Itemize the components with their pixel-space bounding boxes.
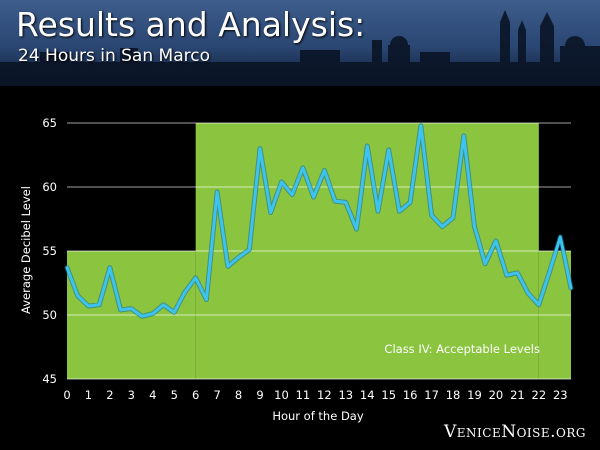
brand-watermark: VeniceNoise.org: [443, 422, 586, 442]
slide-title: Results and Analysis:: [16, 5, 366, 44]
slide-subtitle: 24 Hours in San Marco: [18, 46, 210, 66]
x-tick-label: 13: [338, 388, 353, 402]
y-tick-label: 50: [42, 308, 57, 322]
x-tick-label: 3: [128, 388, 135, 402]
x-tick-label: 17: [424, 388, 439, 402]
x-tick-label: 21: [510, 388, 525, 402]
x-axis-label: Hour of the Day: [272, 409, 364, 423]
title-banner: Results and Analysis: 24 Hours in San Ma…: [0, 0, 600, 86]
y-tick-label: 65: [42, 116, 57, 130]
x-tick-label: 4: [149, 388, 156, 402]
x-tick-label: 23: [553, 388, 568, 402]
x-tick-label: 19: [467, 388, 482, 402]
x-tick-label: 8: [235, 388, 242, 402]
x-tick-label: 14: [360, 388, 375, 402]
series-line-path: [65, 124, 573, 318]
x-tick-label: 0: [63, 388, 70, 402]
y-tick-labels: 45 50 55 60 65: [42, 116, 57, 386]
x-tick-label: 1: [85, 388, 92, 402]
series-line: [64, 123, 574, 319]
band-label: Class IV: Acceptable Levels: [384, 342, 540, 356]
x-tick-label: 5: [171, 388, 178, 402]
y-axis-label: Average Decibel Level: [19, 186, 33, 314]
x-tick-labels: 0 1 2 3 4 5 6 7 8 9 10 11 12 13 14 15 16 17 18 19 20 21 22 23: [63, 388, 567, 402]
x-tick-label: 7: [213, 388, 220, 402]
x-tick-label: 22: [532, 388, 547, 402]
x-tick-label: 6: [192, 388, 199, 402]
x-tick-label: 9: [256, 388, 263, 402]
y-tick-label: 60: [42, 180, 57, 194]
x-tick-label: 10: [274, 388, 289, 402]
x-tick-label: 18: [446, 388, 461, 402]
x-tick-label: 12: [317, 388, 332, 402]
x-tick-label: 20: [489, 388, 504, 402]
x-tick-label: 11: [296, 388, 311, 402]
x-tick-label: 15: [381, 388, 396, 402]
venice-skyline-image: [0, 10, 600, 86]
x-tick-label: 16: [403, 388, 418, 402]
y-tick-label: 45: [42, 372, 57, 386]
x-tick-label: 2: [106, 388, 113, 402]
y-tick-label: 55: [42, 244, 57, 258]
